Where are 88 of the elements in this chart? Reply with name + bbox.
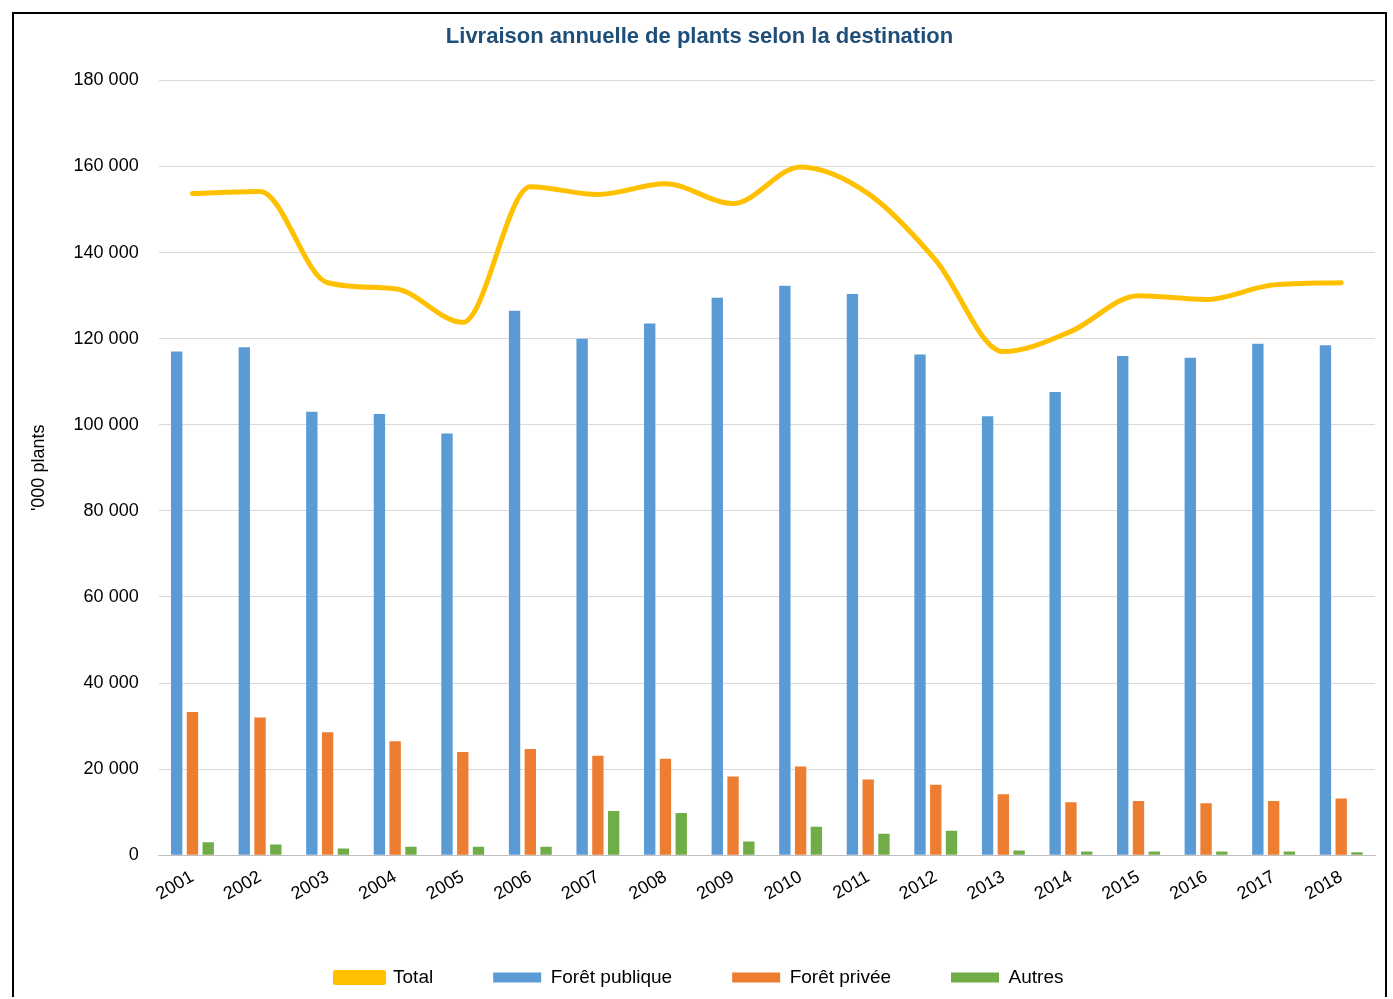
bar — [1049, 392, 1061, 855]
y-tick-label: 140 000 — [73, 241, 139, 262]
bar — [270, 844, 282, 855]
x-tick-label: 2012 — [895, 866, 941, 904]
bar — [254, 717, 266, 855]
bar — [186, 711, 199, 855]
bar — [810, 826, 823, 855]
bar — [1200, 803, 1212, 855]
bar — [202, 842, 214, 855]
bar — [659, 758, 672, 855]
bar — [1283, 851, 1296, 855]
bar — [878, 833, 890, 855]
x-tick-label: 2010 — [760, 866, 806, 904]
bar — [171, 351, 183, 855]
x-tick-label: 2005 — [422, 866, 468, 904]
bar — [1351, 852, 1363, 855]
bar — [540, 846, 552, 855]
x-tick-label: 2004 — [355, 866, 400, 904]
bar — [862, 779, 874, 855]
x-tick-label: 2009 — [692, 866, 738, 904]
y-tick-label: 40 000 — [83, 672, 139, 693]
bar — [508, 310, 521, 855]
bar — [1081, 851, 1093, 855]
bar — [405, 846, 417, 855]
bar — [321, 732, 334, 855]
legend-label: Autres — [1008, 965, 1064, 987]
legend-label: Total — [393, 965, 434, 987]
bar — [238, 347, 250, 855]
x-tick-label: 2008 — [625, 866, 670, 904]
x-tick-label: 2018 — [1301, 866, 1346, 904]
bar — [592, 755, 604, 855]
y-tick-label: 180 000 — [73, 69, 139, 90]
bar — [441, 433, 453, 855]
x-tick-label: 2013 — [963, 866, 1008, 904]
x-tick-label: 2016 — [1165, 866, 1211, 904]
legend-label: Forêt privée — [789, 965, 892, 987]
bar — [1065, 802, 1077, 855]
bar — [1184, 357, 1196, 855]
bar — [644, 323, 656, 855]
bar — [711, 297, 723, 855]
x-tick-label: 2002 — [219, 866, 265, 904]
bar — [306, 411, 318, 855]
bar — [914, 354, 926, 855]
bar — [981, 416, 994, 855]
bar — [794, 766, 807, 855]
bar — [1252, 343, 1264, 855]
bar — [1148, 851, 1160, 855]
legend-label: Forêt publique — [550, 965, 673, 987]
bar — [743, 841, 755, 855]
x-tick-label: 2001 — [152, 866, 197, 904]
bar — [524, 748, 536, 855]
bar — [779, 285, 791, 855]
x-tick-label: 2014 — [1030, 866, 1076, 904]
x-tick-label: 2011 — [829, 866, 873, 903]
bar — [1335, 798, 1347, 855]
x-tick-label: 2003 — [287, 866, 333, 904]
bar — [373, 414, 386, 855]
bar — [607, 810, 620, 855]
y-tick-label: 120 000 — [73, 327, 139, 348]
bar — [930, 784, 942, 855]
bar — [389, 741, 401, 855]
y-axis-title: '000 plants — [27, 424, 48, 512]
bar — [472, 846, 485, 855]
bar — [1013, 850, 1025, 855]
y-tick-label: 0 — [128, 844, 139, 865]
bar — [1216, 851, 1228, 855]
y-tick-label: 60 000 — [83, 585, 139, 606]
x-tick-label: 2015 — [1098, 866, 1143, 904]
y-tick-label: 160 000 — [73, 155, 139, 176]
bar — [1319, 345, 1332, 855]
bar — [1132, 801, 1145, 855]
y-tick-label: 80 000 — [83, 499, 139, 520]
x-tick-label: 2006 — [490, 866, 535, 904]
x-tick-label: 2017 — [1233, 866, 1279, 904]
bar — [1267, 801, 1280, 855]
bar — [576, 338, 588, 855]
x-tick-label: 2007 — [557, 866, 603, 904]
y-tick-label: 20 000 — [83, 758, 139, 779]
bar — [846, 293, 859, 855]
bar — [337, 848, 350, 855]
bar — [727, 776, 739, 855]
bar — [997, 794, 1010, 855]
chart-title: Livraison annuelle de plants selon la destination — [445, 23, 954, 49]
y-tick-label: 100 000 — [73, 413, 139, 434]
bar — [457, 751, 469, 855]
bar — [1117, 355, 1129, 855]
bar — [675, 813, 687, 855]
bar — [945, 830, 958, 855]
